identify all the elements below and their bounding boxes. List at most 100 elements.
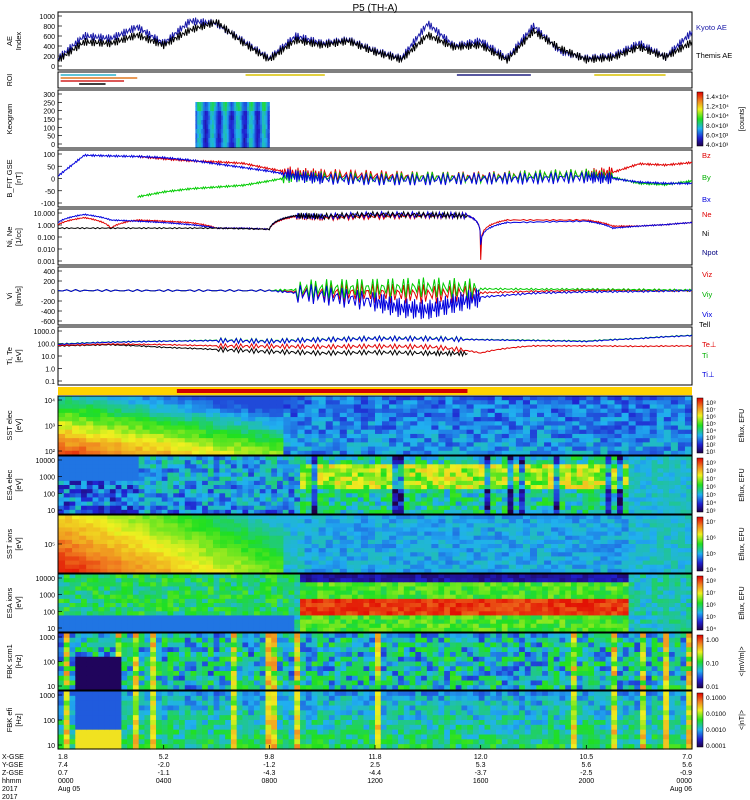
spectrogram-cell	[494, 417, 503, 422]
spectrogram-cell	[142, 539, 151, 545]
ae-ytick: 400	[43, 44, 55, 51]
spectrogram-cell	[100, 412, 108, 418]
spectrogram-cell	[81, 590, 88, 596]
spectrogram-cell	[424, 519, 432, 524]
spectrogram-cell	[651, 468, 659, 474]
spectrogram-cell	[600, 446, 609, 452]
spectrogram-cell	[170, 523, 179, 529]
spectrogram-cell	[163, 408, 172, 414]
spectrogram-cell	[640, 501, 647, 507]
spectrogram-cell	[494, 560, 503, 566]
spectrogram-cell	[323, 476, 330, 482]
spectrogram-cell	[628, 429, 637, 435]
spectrogram-cell	[79, 523, 87, 529]
spectrogram-cell	[438, 400, 447, 406]
spectrogram-cell	[72, 548, 80, 553]
spectrogram-cell	[127, 598, 134, 604]
spectrogram-cell	[360, 408, 369, 414]
spectrogram-cell	[150, 505, 157, 511]
spectrogram-cell	[367, 564, 376, 570]
spectrogram-cell	[346, 515, 355, 520]
spectrogram-cell	[668, 464, 676, 470]
spectrogram-cell	[529, 425, 538, 431]
spectrogram-cell	[121, 523, 130, 529]
spectrogram-cell	[444, 460, 451, 465]
spectrogram-cell	[621, 425, 630, 431]
spectrogram-cell	[551, 523, 559, 529]
spectrogram-cell	[63, 607, 71, 612]
spectrogram-cell	[190, 586, 197, 592]
spectrogram-cell	[262, 544, 270, 549]
spectrogram-cell	[684, 450, 693, 456]
spectrogram-cell	[508, 404, 517, 410]
keogram-cell	[247, 106, 250, 112]
spectrogram-cell	[138, 598, 146, 604]
spectrogram-cell	[389, 425, 397, 431]
spectrogram-cell	[69, 489, 76, 494]
spectrogram-cell	[576, 460, 584, 465]
spectrogram-cell	[248, 433, 256, 439]
spectrogram-cell	[473, 531, 482, 537]
spectrogram-cell	[668, 489, 676, 494]
spectrogram-cell	[212, 519, 221, 524]
spectrogram-cell	[190, 598, 197, 604]
spectrogram-cell	[622, 464, 630, 470]
spectrogram-cell	[403, 460, 411, 465]
spectrogram-cell	[668, 501, 676, 507]
spectrogram-cell	[438, 438, 447, 443]
spectrogram-cell	[677, 515, 686, 520]
spectrogram-cell	[219, 493, 226, 499]
spectrogram-cell	[339, 412, 348, 418]
spectrogram-cell	[184, 623, 192, 629]
spectrogram-cell	[663, 433, 672, 439]
spectrogram-cell	[490, 464, 497, 470]
keogram-cell	[250, 138, 254, 143]
spectrogram-cell	[205, 539, 214, 545]
spectrogram-cell	[621, 531, 630, 537]
keogram-cell	[202, 124, 206, 130]
spectrogram-cell	[487, 429, 496, 435]
spectrogram-cell	[461, 493, 468, 499]
spectrogram-cell	[375, 531, 383, 537]
spectrogram-cell	[220, 433, 228, 439]
spectrogram-cell	[487, 564, 496, 570]
esa_e-panel	[57, 455, 693, 515]
spectrogram-cell	[92, 464, 99, 470]
spectrogram-cell	[417, 425, 425, 431]
spectrogram-cell	[220, 523, 228, 529]
spectrogram-cell	[325, 421, 334, 427]
spectrogram-cell	[565, 404, 573, 410]
spectrogram-cell	[75, 476, 82, 482]
spectrogram-cell	[452, 548, 461, 553]
spectrogram-cell	[86, 501, 94, 507]
spectrogram-cell	[283, 523, 292, 529]
spectrogram-cell	[410, 404, 418, 410]
spectrogram-cell	[628, 531, 637, 537]
spectrogram-cell	[212, 548, 221, 553]
spectrogram-cell	[507, 509, 514, 515]
keogram-cell	[197, 142, 200, 148]
spectrogram-cell	[179, 574, 186, 579]
spectrogram-cell	[207, 476, 215, 482]
spectrogram-cell	[508, 544, 517, 549]
spectrogram-cell	[161, 476, 169, 482]
spectrogram-cell	[369, 456, 376, 461]
spectrogram-cell	[375, 446, 383, 452]
spectrogram-cell	[227, 442, 235, 448]
spectrogram-cell	[109, 493, 117, 499]
spectrogram-cell	[58, 396, 66, 401]
spectrogram-cell	[236, 460, 244, 465]
spectrogram-cell	[640, 472, 647, 478]
spectrogram-cell	[473, 442, 482, 448]
spectrogram-cell	[290, 450, 299, 456]
spectrogram-cell	[149, 556, 158, 562]
spectrogram-cell	[480, 429, 489, 435]
spectrogram-cell	[318, 568, 327, 574]
spectrogram-cell	[121, 468, 128, 474]
legend-v-Viy: Viy	[702, 290, 713, 299]
spectrogram-cell	[150, 493, 157, 499]
spectrogram-cell	[494, 527, 503, 533]
spectrogram-cell	[559, 509, 566, 515]
spectrogram-cell	[501, 464, 509, 470]
spectrogram-cell	[622, 497, 630, 503]
